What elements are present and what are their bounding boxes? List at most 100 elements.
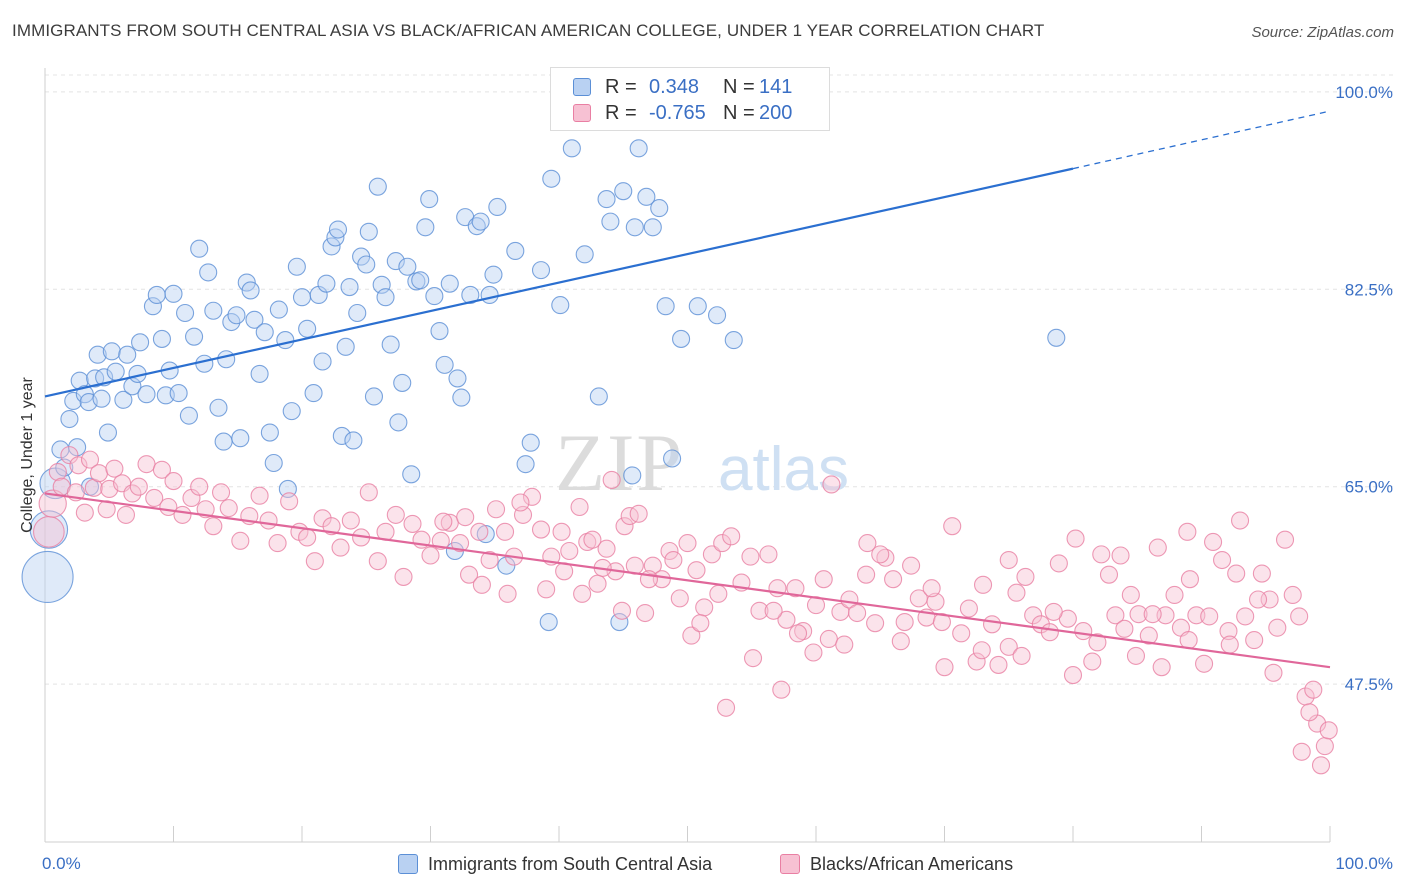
data-point <box>471 212 490 231</box>
data-point <box>804 643 823 662</box>
data-point <box>1264 663 1283 682</box>
data-point <box>1044 602 1063 621</box>
data-point <box>488 197 507 217</box>
data-point <box>614 182 633 201</box>
data-point <box>959 599 978 618</box>
data-point <box>219 499 238 518</box>
data-point <box>420 190 439 209</box>
data-point <box>678 534 697 553</box>
data-point <box>381 335 400 354</box>
data-point <box>1180 570 1199 589</box>
watermark-zip: ZIP <box>555 417 684 508</box>
data-point <box>1315 737 1334 756</box>
bottom-legend-swatch-pink <box>780 854 800 874</box>
data-point <box>169 384 188 403</box>
legend-n-value: 200 <box>759 101 793 124</box>
data-point <box>68 438 87 457</box>
data-point <box>88 345 107 364</box>
data-point <box>511 493 530 512</box>
data-point <box>539 613 558 632</box>
data-point <box>871 545 890 564</box>
data-point <box>895 613 914 632</box>
data-point <box>542 169 561 188</box>
data-point <box>1074 622 1093 641</box>
axes <box>44 68 1331 843</box>
data-point <box>204 301 223 320</box>
data-point <box>1227 564 1246 583</box>
data-point <box>48 462 67 482</box>
data-point <box>495 522 515 541</box>
data-point <box>932 613 951 632</box>
data-point <box>1195 654 1214 673</box>
data-point <box>431 531 450 550</box>
data-point <box>341 511 360 530</box>
data-point <box>691 614 710 633</box>
data-point <box>615 517 634 536</box>
data-point <box>967 652 986 671</box>
y-tick-label: 82.5% <box>1345 280 1393 299</box>
data-point <box>597 190 616 209</box>
data-point <box>332 426 351 445</box>
data-point <box>1126 646 1146 665</box>
data-point <box>116 505 136 524</box>
data-point <box>1139 626 1158 645</box>
data-point <box>1245 631 1264 650</box>
data-point <box>336 337 355 356</box>
data-point <box>1152 658 1171 677</box>
data-point <box>1283 585 1302 605</box>
data-point <box>589 387 608 406</box>
data-point <box>448 369 467 388</box>
data-point <box>786 579 805 598</box>
legend-row-south-central-asia: R = 0.348 N = 141 <box>573 74 833 100</box>
data-point <box>759 545 778 564</box>
data-point <box>724 331 743 350</box>
data-point <box>123 484 142 503</box>
data-point <box>1200 607 1219 626</box>
trend-line-extension <box>1072 110 1331 170</box>
series-south-central-asia-points <box>21 139 1066 632</box>
data-point <box>416 218 435 237</box>
data-point <box>255 323 274 342</box>
watermark-atlas: atlas <box>718 435 849 504</box>
data-point <box>1304 680 1323 699</box>
data-point <box>69 456 88 475</box>
data-point <box>440 274 459 293</box>
data-point <box>722 527 741 546</box>
data-point <box>357 255 376 274</box>
data-point <box>643 556 662 575</box>
data-point <box>276 331 295 350</box>
data-point <box>1115 619 1134 638</box>
watermark: ZIP atlas <box>555 417 849 508</box>
data-point <box>368 177 387 196</box>
data-point <box>629 139 648 158</box>
data-point <box>145 488 164 508</box>
data-point <box>1179 631 1198 650</box>
data-point <box>982 615 1002 634</box>
data-point <box>75 503 94 522</box>
data-point <box>304 384 323 403</box>
data-point <box>1213 550 1232 570</box>
data-point <box>480 550 499 570</box>
data-point <box>114 390 133 409</box>
data-point <box>118 345 137 364</box>
data-point <box>190 477 209 496</box>
data-point <box>672 329 691 348</box>
data-point <box>38 489 67 518</box>
data-point <box>60 409 79 429</box>
data-point <box>280 492 299 511</box>
data-point <box>1219 622 1238 641</box>
data-point <box>1016 567 1035 586</box>
data-point <box>1092 545 1111 564</box>
data-point <box>152 329 171 348</box>
legend-r-label: R = <box>605 101 637 124</box>
data-point <box>716 698 736 717</box>
data-point <box>537 580 556 599</box>
data-point <box>359 483 378 502</box>
data-point <box>857 565 876 584</box>
data-point <box>241 281 260 300</box>
data-point <box>102 342 121 361</box>
data-point <box>866 614 885 633</box>
data-point <box>935 658 954 677</box>
data-point <box>470 522 489 541</box>
legend-r-value: -0.765 <box>649 101 706 124</box>
